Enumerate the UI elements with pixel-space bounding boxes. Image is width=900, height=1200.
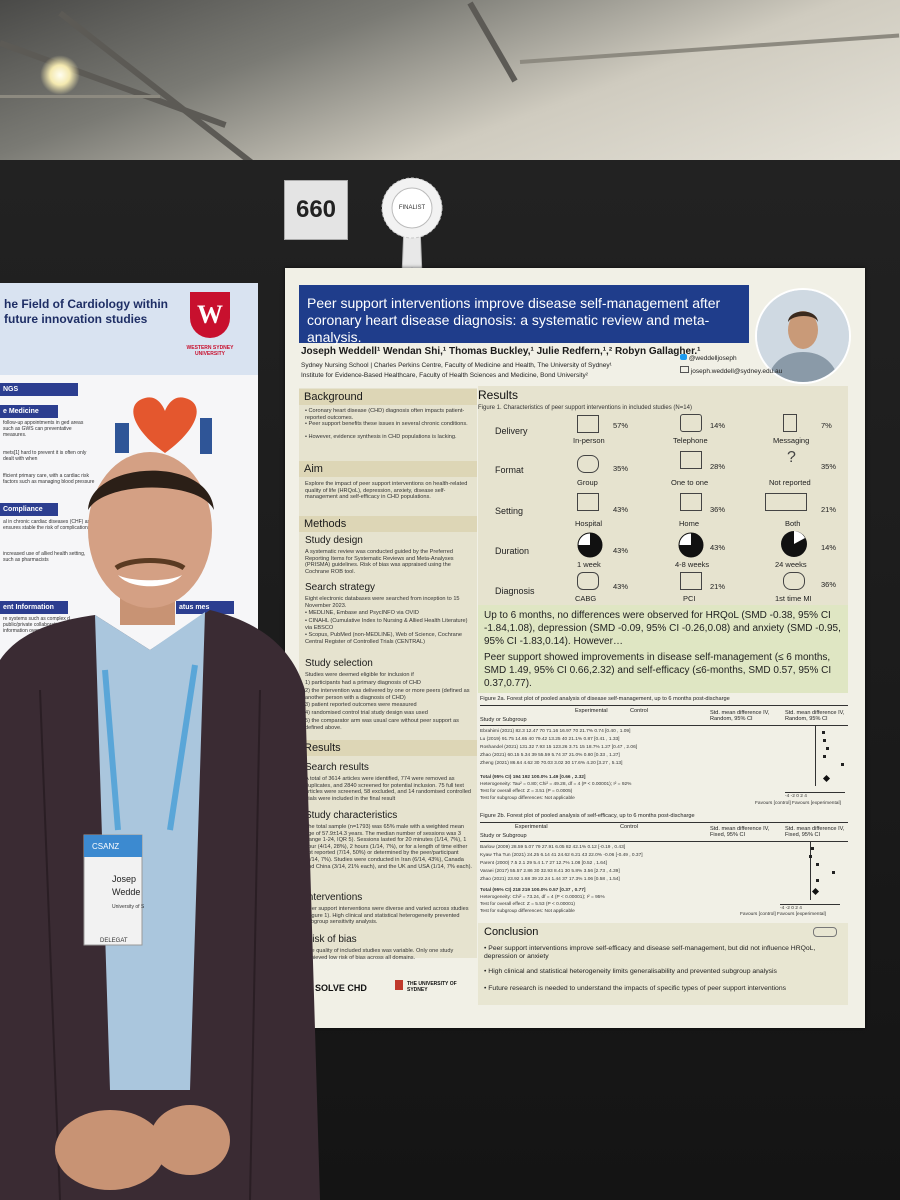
background-bullet: • Coronary heart disease (CHD) diagnosis… [305, 408, 465, 421]
aim-heading: Aim [299, 461, 477, 477]
figure1-row-label: Delivery [495, 426, 528, 436]
figure1-row-label: Diagnosis [495, 586, 535, 596]
figure2b-caption: Figure 2b. Forest plot of pooled analysi… [480, 813, 695, 819]
twitter-handle: @weddelljoseph [680, 354, 737, 362]
badge-type: DELEGAT [100, 938, 128, 944]
results-left-heading: Results [299, 740, 477, 756]
neighbor-section: atus mes [176, 601, 234, 614]
pie-24-weeks-icon [781, 531, 807, 557]
figure1-row-label: Duration [495, 546, 530, 556]
pooled-effect-diamond [811, 887, 820, 896]
heart-illustration-icon [115, 397, 212, 454]
messaging-icon [783, 414, 797, 432]
pie-1-week-icon [577, 532, 603, 558]
hospital-and-home-icon [765, 493, 807, 511]
search-strategy-text: Eight electronic databases were searched… [305, 596, 460, 609]
one-to-one-icon [680, 451, 702, 469]
conclusion-box: Conclusion • Peer support interventions … [478, 923, 848, 1005]
twitter-icon [680, 354, 687, 360]
forest-row: Ebrahimi (2021) 82.3 12.47 70 71.16 16.9… [480, 729, 631, 734]
forest-row: Zhao (2021) 23.92 1.68 39 22.24 1.44 37 … [480, 877, 620, 882]
forest-row: Barlow (2009) 28.59 5.07 79 27.91 6.05 8… [480, 845, 626, 850]
background-heading: Background [299, 389, 477, 405]
poster-title: Peer support interventions improve disea… [299, 285, 749, 345]
key-finding-2: Peer support showed improvements in dise… [484, 652, 832, 689]
badge-last-name: Wedde [112, 887, 140, 897]
study-selection-heading: Study selection [305, 658, 373, 669]
rosette-label: FINALIST [399, 205, 426, 211]
ceiling-light [40, 55, 80, 95]
solve-chd-logo: SOLVE CHD [315, 983, 367, 993]
key-finding-1: Up to 6 months, no differences were obse… [484, 610, 841, 647]
home-icon [680, 493, 702, 511]
email-address: joseph.weddell@sydney.edu.au [680, 366, 782, 375]
forest-row: Zhao (2021) 60.15 5.34 39 55.59 5.74 37 … [480, 753, 620, 758]
author-photo [755, 288, 851, 384]
neighbor-section: NGS [0, 383, 78, 396]
pie-4-8-weeks-icon [678, 532, 704, 558]
background-bullet: • Peer support benefits these issues in … [305, 421, 468, 427]
in-person-icon [577, 415, 599, 433]
conclusion-heading: Conclusion [484, 926, 539, 938]
key-icon [813, 927, 837, 937]
affiliation-2: Institute for Evidence-Based Healthcare,… [301, 372, 588, 379]
telephone-icon [680, 414, 702, 432]
sydney-crest-icon [395, 980, 403, 990]
ceiling [0, 0, 900, 185]
forest-row: Lu (2019) 91.75 14.65 40 79.42 13.25 40 … [480, 737, 620, 742]
poster-authors: Joseph Weddell¹ Wendan Shi,¹ Thomas Buck… [301, 346, 701, 357]
figure2a-caption: Figure 2a. Forest plot of pooled analysi… [480, 696, 730, 702]
neighbor-section: Compliance [0, 503, 58, 516]
forest-row: Varaei (2017) 55.57 2.86 30 32.93 8.41 3… [480, 869, 620, 874]
study-design-text: A systematic review was conducted guided… [305, 549, 454, 575]
western-sydney-logo: W [190, 292, 230, 338]
results-right-heading: Results [478, 388, 519, 402]
pooled-effect-diamond [822, 774, 831, 783]
forest-row: Parent (2000) 7.5 2.1 29 5.4 1.7 27 12.7… [480, 861, 607, 866]
neighbor-section: ent Information [0, 601, 68, 614]
methods-heading: Methods [299, 516, 477, 532]
badge-org: CSANZ [92, 842, 119, 851]
search-strategy-heading: Search strategy [305, 582, 376, 593]
key-findings-box: Up to 6 months, no differences were obse… [478, 605, 848, 693]
pci-stent-icon [680, 572, 702, 590]
figure1-caption: Figure 1. Characteristics of peer suppor… [478, 405, 692, 411]
badge-affiliation: University of S [112, 904, 145, 910]
mail-icon [680, 366, 689, 373]
study-design-heading: Study design [305, 535, 363, 546]
forest-row: Roshandel (2021) 131.32 7.93 15 123.26 3… [480, 745, 638, 750]
group-icon [577, 455, 599, 473]
affiliation-1: Sydney Nursing School | Charles Perkins … [301, 362, 612, 369]
western-sydney-text: WESTERN SYDNEY UNIVERSITY [186, 345, 234, 357]
background-bullet: • However, evidence synthesis in CHD pop… [305, 434, 457, 440]
research-poster: Peer support interventions improve disea… [285, 268, 865, 1028]
badge-first-name: Josep [112, 874, 136, 884]
neighbor-poster-title: he Field of Cardiology within future inn… [4, 297, 168, 326]
hospital-icon [577, 493, 599, 511]
neighbor-section: e Medicine [0, 405, 58, 418]
poster-number-tag: 660 [284, 180, 348, 240]
presenter-person: CSANZ Josep Wedde University of S DELEGA… [0, 452, 320, 1200]
question-mark-icon: ? [787, 449, 796, 466]
mi-heart-icon [783, 572, 805, 590]
sydney-logo-text: THE UNIVERSITY OF SYDNEY [407, 981, 457, 993]
aim-text: Explore the impact of peer support inter… [305, 481, 468, 501]
figure1-row-label: Setting [495, 506, 524, 516]
forest-row: Zheng (2021) 86.64 4.62 30 70.03 3.02 30… [480, 761, 623, 766]
cabg-heart-icon [577, 572, 599, 590]
forest-row: Kyaw Tha Tun (2021) 24.25 6.14 41 24.62 … [480, 853, 643, 858]
figure1-row-label: Format [495, 465, 524, 475]
